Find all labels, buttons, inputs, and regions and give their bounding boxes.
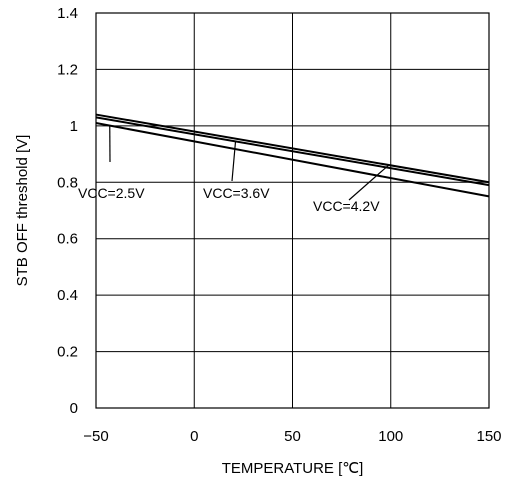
y-tick-label: 0 (70, 400, 78, 417)
y-tick-label: 1.2 (57, 61, 78, 78)
series-line (95, 116, 490, 187)
annotation-leader (231, 141, 237, 182)
series-annotation: VCC=2.5V (78, 185, 145, 201)
series-line (95, 113, 490, 184)
y-tick-label: 0.8 (57, 174, 78, 191)
series-annotation: VCC=3.6V (203, 185, 270, 201)
plot-frame (95, 12, 490, 409)
tick-labels: 0 0.2 0.4 0.6 0.8 1 1.2 1.4 −50 0 50 100 150 (57, 5, 501, 445)
x-tick-label: 150 (476, 428, 501, 445)
y-tick-label: 1 (70, 118, 78, 135)
x-tick-label: 50 (284, 428, 301, 445)
annotations: VCC=2.5V VCC=3.6V VCC=4.2V (78, 125, 390, 214)
y-tick-label: 1.4 (57, 5, 78, 22)
x-tick-label: 100 (378, 428, 403, 445)
y-tick-label: 0.2 (57, 344, 78, 361)
x-tick-label: 0 (190, 428, 198, 445)
y-axis-title: STB OFF threshold [V] (14, 135, 31, 287)
x-tick-label: −50 (83, 428, 108, 445)
grid (95, 12, 490, 409)
y-tick-label: 0.6 (57, 231, 78, 248)
series-annotation: VCC=4.2V (313, 198, 380, 214)
series-line (95, 122, 490, 198)
annotation-leader (348, 164, 390, 201)
y-tick-label: 0.4 (57, 287, 78, 304)
x-axis-title: TEMPERATURE [℃] (222, 460, 364, 477)
series-lines (95, 113, 490, 198)
